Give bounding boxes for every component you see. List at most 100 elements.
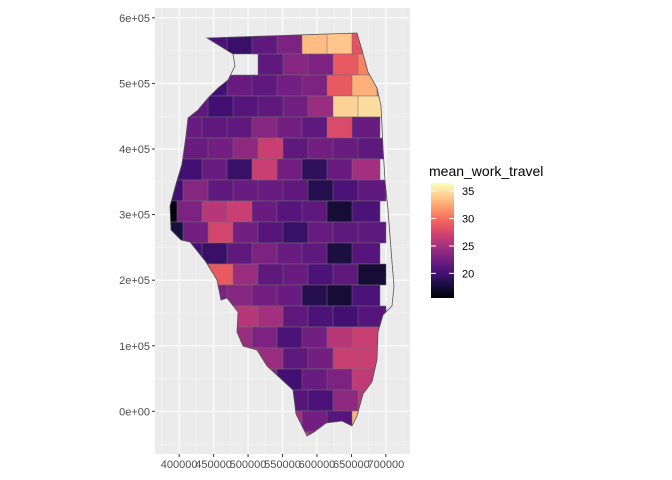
x-tick-label: 450000 bbox=[195, 459, 232, 471]
county-polygon bbox=[276, 116, 306, 139]
county-polygon bbox=[257, 137, 287, 160]
y-axis: 0e+00 1e+05 2e+05 3e+05 4e+05 5e+05 6e+05 bbox=[119, 13, 155, 418]
county-polygon bbox=[276, 74, 306, 97]
county-polygon bbox=[357, 137, 387, 160]
county-polygon bbox=[127, 243, 155, 264]
county-polygon bbox=[332, 53, 362, 76]
county-polygon bbox=[307, 347, 337, 370]
county-polygon bbox=[351, 284, 381, 307]
county-polygon bbox=[351, 200, 381, 223]
county-polygon bbox=[251, 200, 281, 223]
county-polygon bbox=[182, 137, 212, 160]
legend-colorbar bbox=[431, 183, 454, 298]
county-polygon bbox=[332, 305, 362, 328]
county-polygon bbox=[326, 284, 356, 307]
county-polygon bbox=[232, 137, 262, 160]
county-polygon bbox=[307, 95, 337, 118]
county-polygon bbox=[332, 389, 362, 412]
county-polygon bbox=[332, 263, 362, 286]
county-polygon bbox=[301, 74, 331, 97]
county-polygon bbox=[357, 179, 387, 202]
x-tick-label: 400000 bbox=[161, 459, 198, 471]
county-polygon bbox=[351, 116, 381, 139]
county-polygon bbox=[251, 326, 281, 349]
county-polygon bbox=[257, 95, 287, 118]
county-polygon bbox=[301, 200, 331, 223]
county-polygon bbox=[232, 221, 262, 244]
county-polygon bbox=[282, 137, 312, 160]
county-polygon bbox=[232, 179, 262, 202]
county-polygon bbox=[226, 74, 256, 97]
county-polygon bbox=[332, 221, 362, 244]
county-polygon bbox=[301, 116, 331, 139]
county-polygon bbox=[257, 221, 287, 244]
county-polygon bbox=[307, 53, 337, 76]
county-polygon bbox=[251, 74, 281, 97]
county-polygon bbox=[176, 200, 206, 223]
county-polygon bbox=[226, 116, 256, 139]
county-polygon bbox=[307, 137, 337, 160]
county-polygon bbox=[332, 179, 362, 202]
x-tick-label: 550000 bbox=[264, 459, 301, 471]
county-polygon bbox=[201, 200, 231, 223]
county-polygon bbox=[326, 33, 356, 55]
county-polygon bbox=[351, 326, 381, 349]
x-tick-label: 500000 bbox=[230, 459, 267, 471]
county-polygon bbox=[276, 242, 306, 265]
county-polygon bbox=[326, 74, 356, 97]
county-polygon bbox=[332, 95, 362, 118]
county-polygon bbox=[251, 242, 281, 265]
county-polygon bbox=[276, 284, 306, 307]
legend-ticks: 20 25 30 35 bbox=[431, 186, 474, 280]
county-polygon bbox=[201, 242, 231, 265]
county-polygon bbox=[232, 263, 262, 286]
county-polygon bbox=[332, 347, 362, 370]
county-polygon bbox=[251, 284, 281, 307]
legend-tick-label: 35 bbox=[462, 186, 474, 198]
county-polygon bbox=[201, 116, 231, 139]
county-polygon bbox=[307, 305, 337, 328]
x-tick-label: 700000 bbox=[368, 459, 405, 471]
y-tick-label: 6e+05 bbox=[119, 13, 150, 25]
county-polygon bbox=[276, 326, 306, 349]
county-polygon bbox=[307, 389, 337, 412]
county-polygon bbox=[207, 221, 237, 244]
county-polygon bbox=[282, 221, 312, 244]
county-polygon bbox=[257, 263, 287, 286]
county-polygon bbox=[301, 368, 331, 391]
county-polygon bbox=[332, 137, 362, 160]
x-axis: 4000004500005000005500006000006500007000… bbox=[161, 454, 404, 471]
county-polygon bbox=[301, 326, 331, 349]
county-polygon bbox=[357, 263, 387, 286]
county-polygon bbox=[207, 137, 237, 160]
legend-tick-label: 25 bbox=[462, 241, 474, 253]
x-tick-label: 650000 bbox=[333, 459, 370, 471]
county-polygon bbox=[351, 242, 381, 265]
legend-tick-label: 20 bbox=[462, 268, 474, 280]
county-polygon bbox=[326, 242, 356, 265]
legend-tick-label: 30 bbox=[462, 214, 474, 226]
x-tick-label: 600000 bbox=[299, 459, 336, 471]
county-polygon bbox=[307, 263, 337, 286]
county-polygon bbox=[226, 242, 256, 265]
county-polygon bbox=[251, 116, 281, 139]
county-polygon bbox=[357, 221, 387, 244]
legend: mean_work_travel 20 25 30 35 bbox=[429, 163, 543, 298]
county-polygon bbox=[201, 158, 231, 181]
county-polygon bbox=[301, 242, 331, 265]
y-tick-label: 2e+05 bbox=[119, 275, 150, 287]
y-tick-label: 0e+00 bbox=[119, 406, 150, 418]
y-tick-label: 4e+05 bbox=[119, 144, 150, 156]
county-polygon bbox=[257, 305, 287, 328]
county-polygon bbox=[282, 347, 312, 370]
county-polygon bbox=[232, 95, 262, 118]
y-tick-label: 1e+05 bbox=[119, 341, 150, 353]
county-polygon bbox=[276, 158, 306, 181]
county-polygon bbox=[257, 53, 287, 76]
county-polygon bbox=[326, 158, 356, 181]
county-polygon bbox=[301, 158, 331, 181]
county-polygon bbox=[207, 95, 237, 118]
county-polygon bbox=[351, 158, 381, 181]
y-tick-label: 3e+05 bbox=[119, 210, 150, 222]
county-polygon bbox=[282, 305, 312, 328]
